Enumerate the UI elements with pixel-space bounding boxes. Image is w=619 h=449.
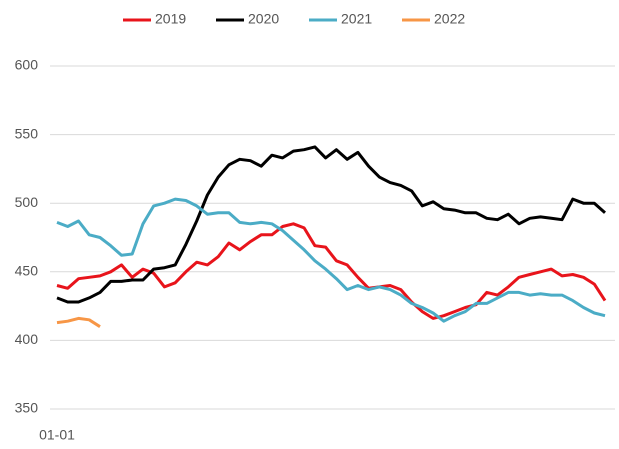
legend-label: 2022 [434,11,465,27]
y-tick-label: 350 [15,400,39,416]
series-line [56,197,606,323]
y-tick-label: 450 [15,263,39,279]
series-line [56,316,101,328]
x-tick-label: 01-01 [39,427,75,443]
y-tick-label: 550 [15,125,39,141]
y-tick-label: 400 [15,331,39,347]
series-line [56,145,607,304]
series-line [56,222,607,320]
y-tick-label: 500 [15,194,39,210]
legend-label: 2020 [248,11,279,27]
legend-label: 2021 [341,11,372,27]
legend-label: 2019 [155,11,186,27]
y-tick-label: 600 [15,57,39,73]
